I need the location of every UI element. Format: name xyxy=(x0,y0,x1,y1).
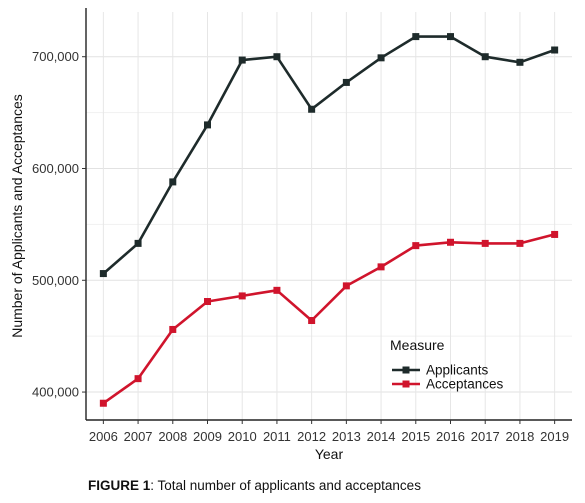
data-point xyxy=(99,399,107,407)
data-point xyxy=(238,56,246,64)
data-point xyxy=(516,239,524,247)
data-point xyxy=(342,78,350,86)
data-point xyxy=(377,54,385,62)
data-point xyxy=(377,263,385,271)
y-tick-label: 600,000 xyxy=(32,161,79,176)
data-point xyxy=(308,105,316,113)
series-acceptances xyxy=(99,230,559,407)
x-tick-label: 2017 xyxy=(471,429,500,444)
x-tick-label: 2006 xyxy=(89,429,118,444)
data-point xyxy=(342,282,350,290)
y-axis-title: Number of Applicants and Acceptances xyxy=(9,94,25,338)
x-tick-label: 2008 xyxy=(158,429,187,444)
legend-label: Applicants xyxy=(426,363,489,378)
series-line-applicants xyxy=(102,35,556,275)
x-tick-label: 2013 xyxy=(332,429,361,444)
data-point xyxy=(169,325,177,333)
x-tick-label: 2007 xyxy=(124,429,153,444)
data-point xyxy=(447,238,454,246)
data-point xyxy=(238,292,246,300)
x-axis-title: Year xyxy=(315,446,344,462)
series-applicants xyxy=(99,33,559,278)
tick-labels: 400,000 500,000 600,000 700,000 2006 2007 2008… xyxy=(32,49,569,444)
data-point xyxy=(516,58,524,66)
x-tick-label: 2014 xyxy=(367,429,396,444)
data-point xyxy=(412,33,420,41)
data-point xyxy=(99,270,107,278)
data-point xyxy=(169,178,177,186)
data-point xyxy=(412,242,420,250)
grid xyxy=(86,12,572,420)
y-tick-label: 400,000 xyxy=(32,385,79,400)
x-tick-label: 2015 xyxy=(401,429,430,444)
legend-key-marker xyxy=(402,366,410,374)
data-point xyxy=(273,286,281,294)
data-point xyxy=(204,121,211,129)
data-point xyxy=(447,33,454,41)
data-point xyxy=(481,53,489,61)
data-point xyxy=(134,239,142,247)
y-tick-label: 700,000 xyxy=(32,49,79,64)
x-tick-label: 2019 xyxy=(540,429,569,444)
axes xyxy=(82,8,572,424)
data-point xyxy=(273,53,281,61)
data-point xyxy=(134,375,142,383)
series-layer xyxy=(99,33,559,407)
x-tick-label: 2010 xyxy=(228,429,257,444)
x-tick-label: 2012 xyxy=(297,429,326,444)
data-point xyxy=(204,298,211,306)
series-line-acceptances xyxy=(102,233,555,405)
figure-caption: FIGURE 1: Total number of applicants and… xyxy=(88,478,421,493)
x-tick-label: 2009 xyxy=(193,429,222,444)
data-point xyxy=(551,46,559,54)
y-tick-label: 500,000 xyxy=(32,273,79,288)
legend-key-marker xyxy=(402,380,410,388)
legend-title: Measure xyxy=(390,337,445,353)
legend-label: Acceptances xyxy=(426,377,504,392)
caption-text: : Total number of applicants and accepta… xyxy=(150,478,421,493)
x-tick-label: 2016 xyxy=(436,429,465,444)
data-point xyxy=(551,230,559,238)
x-tick-label: 2018 xyxy=(505,429,534,444)
data-point xyxy=(481,239,489,247)
caption-lead: FIGURE 1 xyxy=(88,478,151,493)
data-point xyxy=(308,317,316,325)
x-tick-label: 2011 xyxy=(263,429,291,444)
